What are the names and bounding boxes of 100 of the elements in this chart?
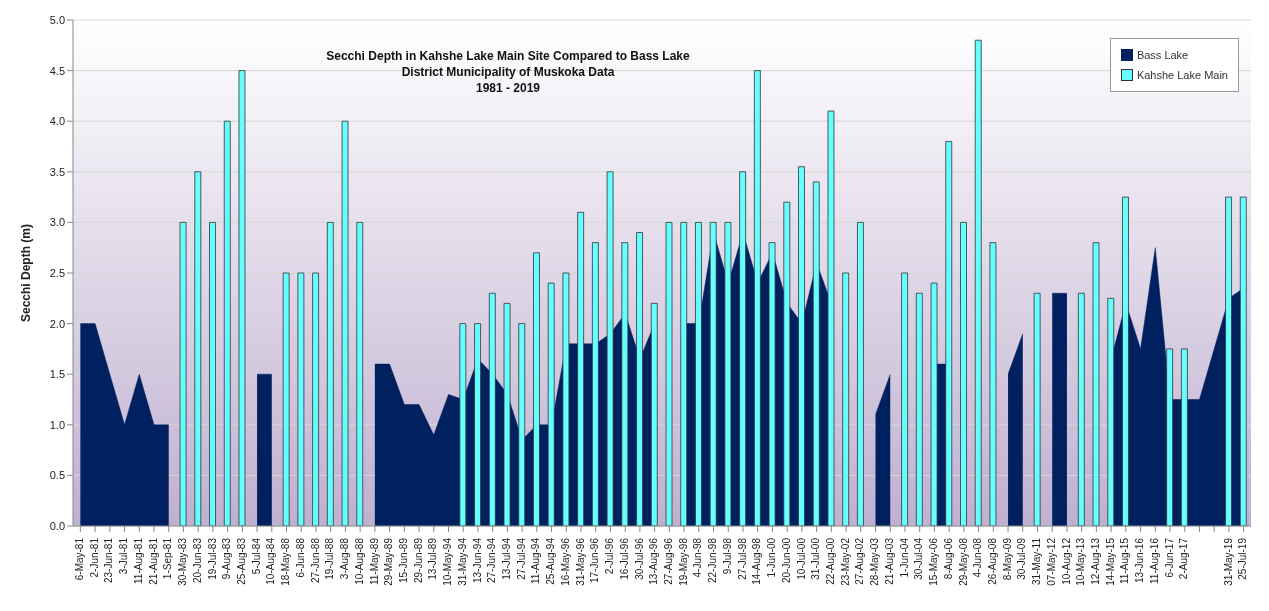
bar (1122, 196, 1129, 526)
x-tick-label: 19-May-98 (677, 537, 689, 586)
bar (695, 222, 702, 526)
bar (562, 272, 570, 526)
bar (945, 141, 953, 526)
x-tick-label: 10-Aug-88 (353, 537, 365, 585)
y-tick-label: 5.0 (49, 13, 65, 26)
x-tick-label: 6-May-81 (74, 537, 85, 581)
bar (783, 201, 791, 526)
bar (1033, 292, 1041, 526)
x-tick-label: 29-May-08 (957, 537, 969, 586)
x-tick-label: 22-Jun-98 (707, 537, 719, 584)
y-tick-label: 4.5 (49, 64, 65, 77)
bar (636, 232, 643, 526)
bar (1166, 348, 1174, 526)
x-tick-label: 12-Aug-13 (1090, 537, 1102, 585)
bar (533, 252, 540, 526)
bar (724, 222, 732, 526)
bar (739, 171, 747, 526)
x-tick-label: 16-Jul-96 (618, 537, 630, 580)
bar (665, 222, 673, 526)
bar (1180, 348, 1188, 526)
x-tick-label: 13-Jun-16 (1134, 537, 1146, 584)
x-tick-label: 30-Jul-96 (633, 537, 645, 580)
bar (1107, 297, 1115, 526)
bar (1092, 242, 1100, 526)
x-tick-label: 3-Jul-81 (118, 537, 130, 575)
x-tick-label: 11-Aug-81 (132, 537, 144, 584)
x-tick-label: 25-Aug-94 (545, 537, 557, 585)
x-tick-label: 13-Jul-94 (501, 537, 513, 580)
x-tick-label: 22-Aug-00 (824, 537, 836, 585)
x-tick-label: 07-May-12 (1045, 537, 1057, 586)
x-tick-label: 31-May-96 (574, 537, 586, 586)
x-tick-label: 4-Jun-08 (972, 537, 984, 578)
x-tick-label: 27-Jun-94 (486, 537, 498, 584)
bar (297, 272, 305, 526)
x-tick-label: 15-Jun-89 (397, 537, 409, 584)
bar (1225, 196, 1232, 526)
x-tick-label: 9-Aug-83 (221, 537, 233, 580)
x-tick-label: 29-May-89 (383, 537, 395, 586)
bar (488, 292, 496, 526)
bar (621, 242, 629, 526)
y-tick-label: 1.0 (49, 418, 65, 431)
x-tick-label: 21-Aug-03 (883, 537, 895, 585)
x-tick-label: 1-Jun-04 (898, 537, 910, 578)
bar (591, 242, 599, 526)
x-tick-label: 14-May-15 (1104, 537, 1116, 586)
bar (518, 323, 526, 526)
y-tick-label: 4.0 (49, 115, 65, 128)
x-tick-label: 9-Jul-98 (721, 537, 733, 575)
x-tick-label: 31-May-19 (1222, 537, 1234, 586)
bar (989, 242, 997, 526)
x-tick-label: 30-May-83 (177, 537, 189, 586)
bar (842, 272, 850, 526)
x-tick-label: 10-Aug-12 (1060, 537, 1072, 585)
x-tick-label: 10-Jul-00 (795, 537, 807, 580)
bar (209, 222, 216, 526)
bar (577, 211, 585, 526)
bar (341, 120, 349, 526)
x-tick-label: 6-Jun-88 (294, 537, 306, 578)
bar (974, 39, 982, 526)
x-tick-label: 31-May-11 (1031, 537, 1043, 586)
bar (650, 302, 658, 526)
x-tick-label: 4-Jun-98 (692, 537, 704, 578)
y-axis-title: Secchi Depth (m) (19, 223, 34, 323)
x-tick-label: 2-Jun-81 (88, 537, 100, 578)
bar (753, 70, 761, 526)
x-tick-label: 17-Jun-96 (589, 537, 601, 584)
bar (606, 171, 614, 526)
x-tick-label: 27-Jul-98 (736, 537, 748, 580)
x-tick-label: 31-May-94 (456, 537, 468, 586)
bar (812, 181, 820, 526)
x-tick-label: 13-Jun-94 (471, 537, 483, 584)
x-tick-label: 2-Jul-96 (604, 537, 616, 575)
x-tick-label: 21-Aug-81 (147, 537, 159, 585)
bar (1077, 292, 1085, 526)
x-tick-label: 13-Aug-96 (648, 537, 660, 585)
x-tick-label: 27-Aug-96 (663, 537, 674, 585)
x-tick-label: 5-Jul-84 (250, 537, 262, 575)
x-tick-label: 6-Jun-17 (1163, 537, 1175, 578)
bar (474, 323, 481, 526)
bar (709, 222, 717, 526)
x-tick-label: 23-Jun-81 (103, 537, 115, 584)
x-tick-label: 11-May-89 (368, 537, 380, 586)
text: Secchi Depth in Kahshe Lake Main Site Compared to Bass Lake (325, 48, 691, 64)
annotation: 1981 - 2019 (474, 80, 542, 96)
x-tick-label: 26-Aug-08 (986, 537, 998, 585)
x-tick-label: 16-May-96 (559, 537, 571, 586)
x-tick-label: 19-Jul-83 (206, 537, 218, 580)
x-tick-label: 23-May-02 (839, 537, 851, 586)
x-tick-label: 2-Aug-17 (1178, 537, 1190, 580)
x-tick-label: 10-Aug-84 (265, 537, 277, 585)
bar (179, 222, 187, 526)
x-tick-label: 1-Sep-81 (162, 537, 174, 580)
x-tick-label: 27-Aug-02 (854, 537, 866, 585)
bar (223, 120, 231, 526)
x-tick-label: 3-Aug-88 (339, 537, 351, 580)
x-tick-label: 20-Jun-83 (191, 537, 203, 584)
x-tick-label: 10-May-94 (442, 537, 454, 586)
y-tick-label: 0.0 (49, 519, 65, 532)
